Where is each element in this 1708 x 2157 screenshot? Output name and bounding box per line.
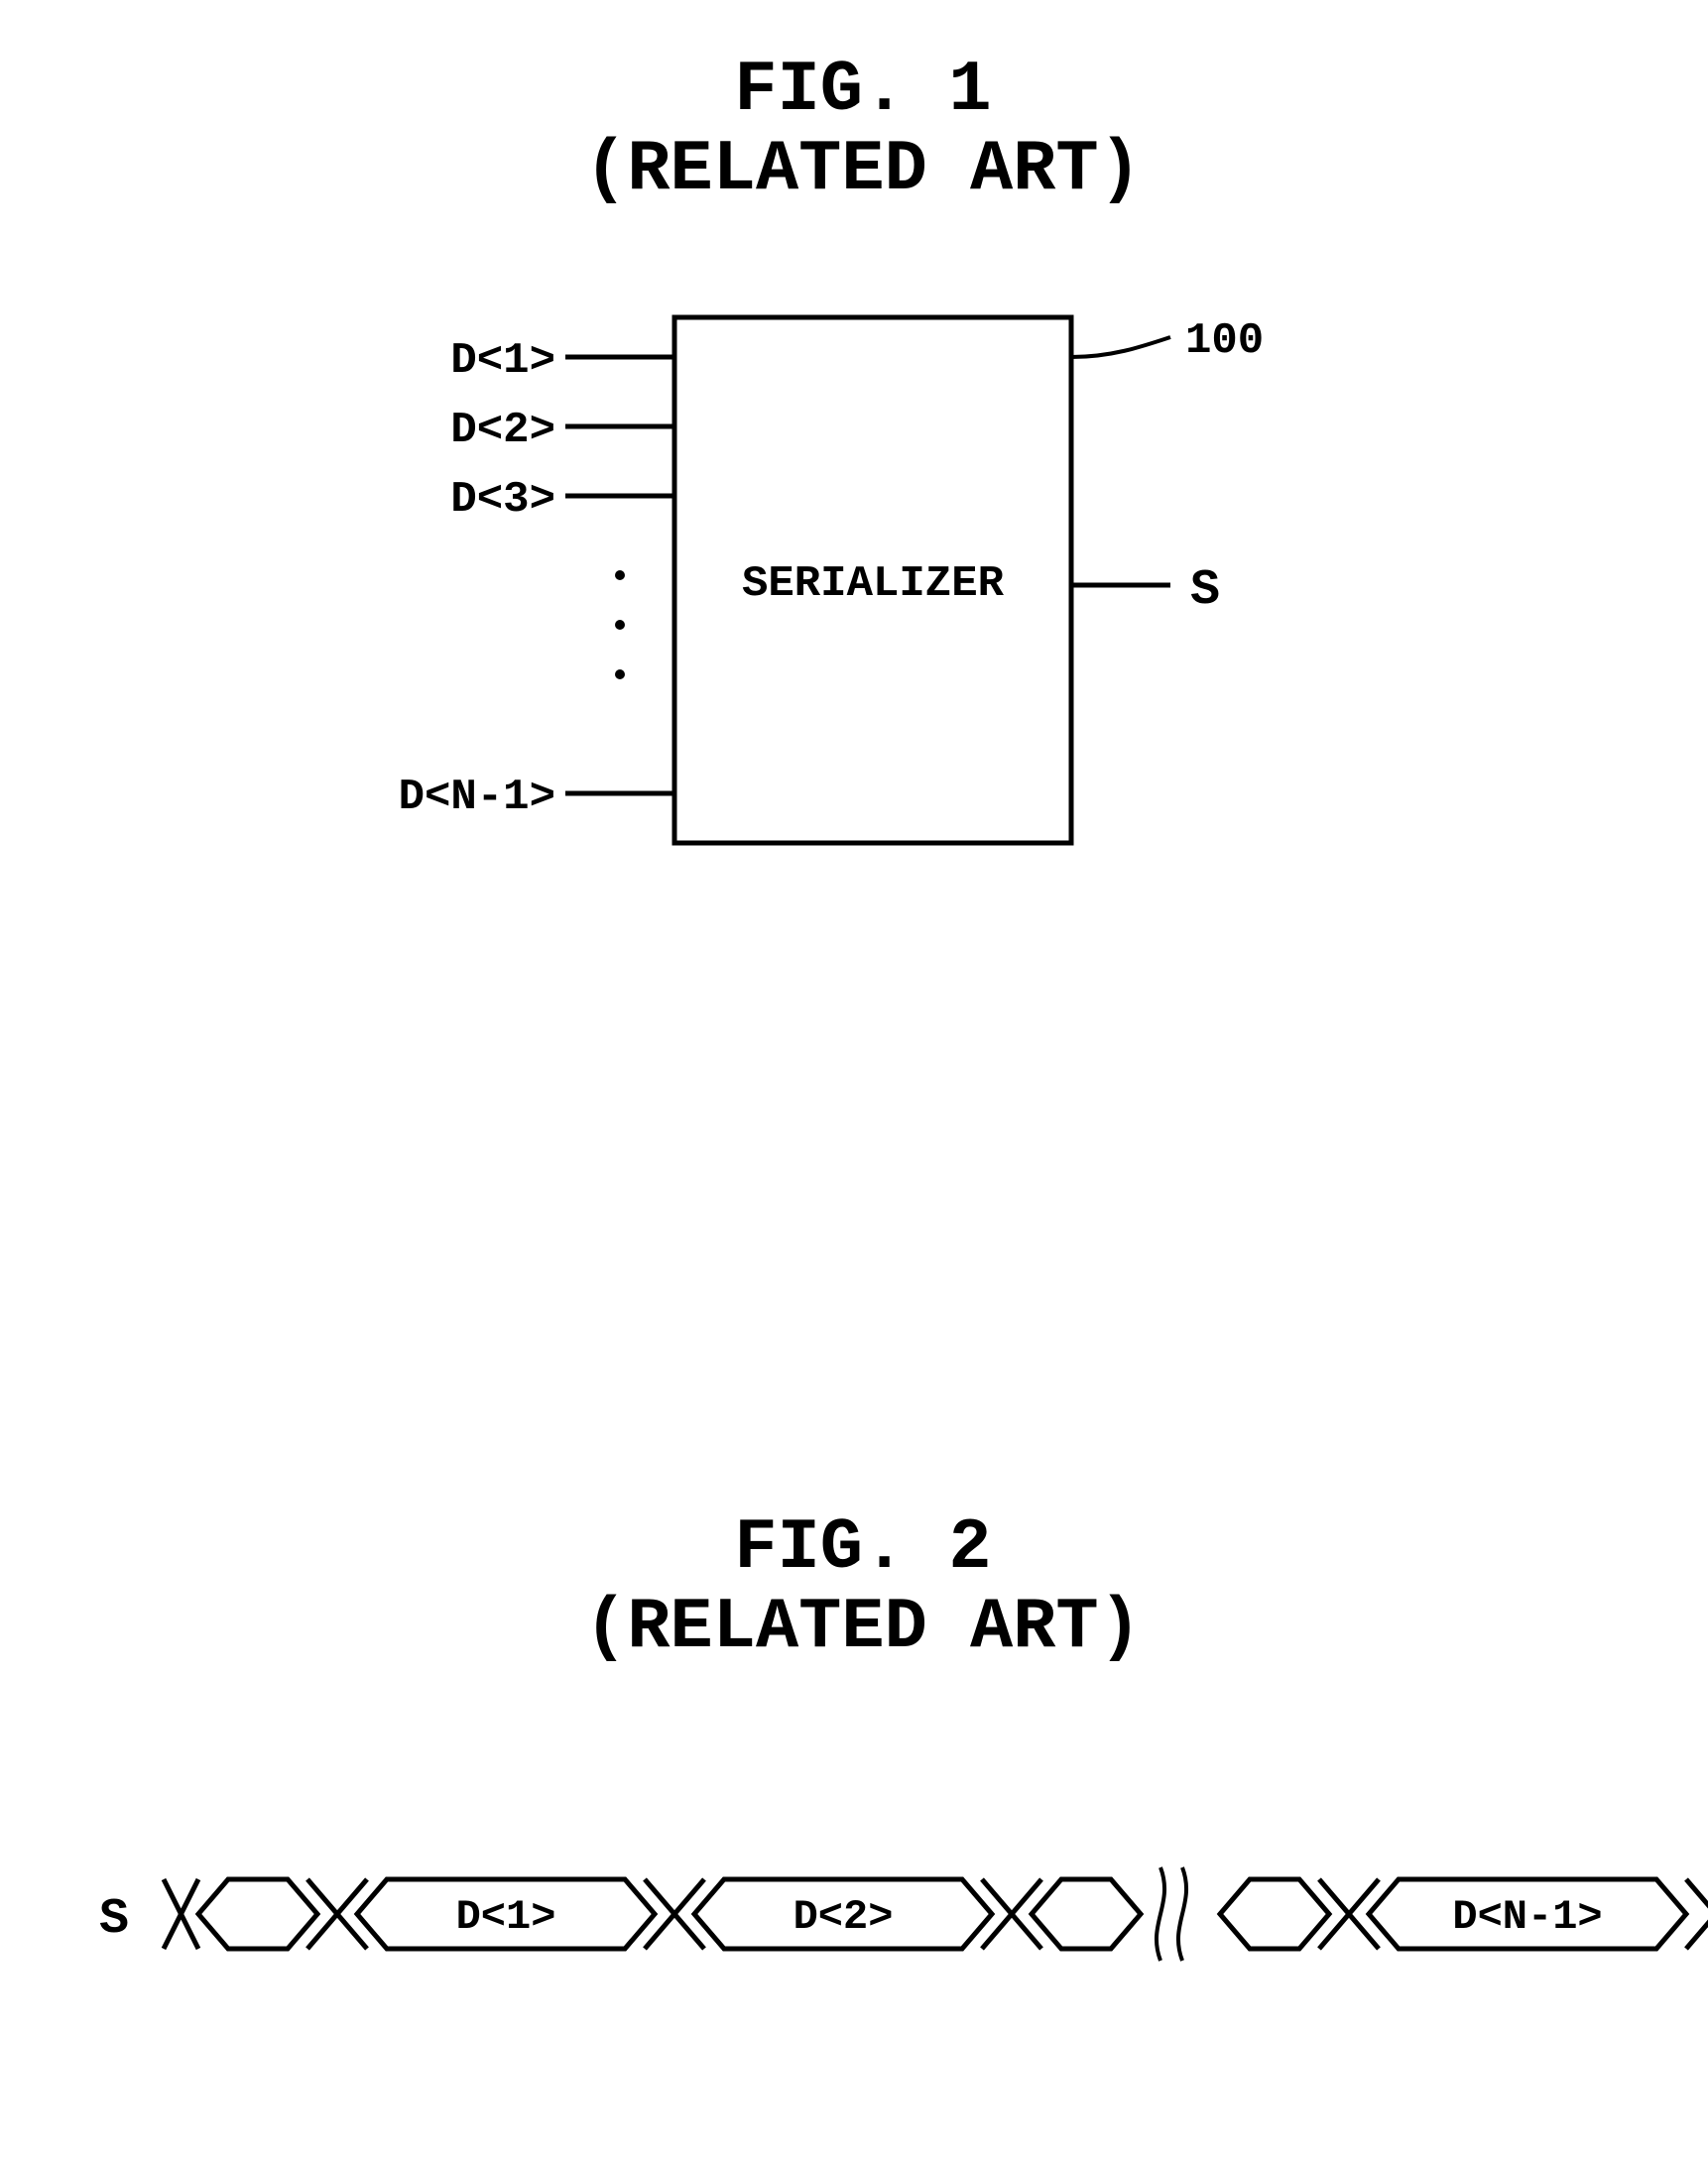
- input-last: D<N-1>: [399, 773, 674, 822]
- input-label: D<1>: [450, 336, 555, 386]
- svg-text:D<N-1>: D<N-1>: [399, 773, 555, 822]
- input-label: D<2>: [450, 406, 555, 455]
- fig1-title-line1: FIG. 1: [734, 50, 991, 131]
- timing-cell: [1220, 1879, 1329, 1949]
- timing-cell-label: D<N-1>: [1452, 1893, 1602, 1941]
- fig1-title-line2: (RELATED ART): [584, 129, 1142, 210]
- input-label: D<3>: [450, 475, 555, 525]
- fig2-title-line2: (RELATED ART): [584, 1587, 1142, 1668]
- diagram-canvas: FIG. 1 (RELATED ART) SERIALIZER 100 D<1>…: [0, 0, 1708, 2157]
- ref-label: 100: [1185, 316, 1264, 366]
- ellipsis-dot: [615, 570, 625, 580]
- timing-cell: [1032, 1879, 1141, 1949]
- ellipsis-dot: [615, 620, 625, 630]
- timing-cell-label: D<1>: [456, 1893, 556, 1941]
- serializer-label: SERIALIZER: [742, 559, 1005, 609]
- timing-cell: [198, 1879, 317, 1949]
- timing-row-label: S: [99, 1891, 129, 1948]
- ellipsis-dot: [615, 669, 625, 679]
- ref-leader: [1071, 337, 1170, 357]
- fig2-title-line1: FIG. 2: [734, 1507, 991, 1589]
- timing-waveform: D<1> D<2> D<N-1>: [164, 1867, 1708, 1961]
- input-lines: D<1> D<2> D<3>: [450, 336, 674, 525]
- break-mark: [1157, 1867, 1164, 1961]
- ellipsis-dots: [615, 570, 625, 679]
- output-label: S: [1190, 562, 1220, 619]
- timing-cell-label: D<2>: [793, 1893, 894, 1941]
- break-mark: [1178, 1867, 1186, 1961]
